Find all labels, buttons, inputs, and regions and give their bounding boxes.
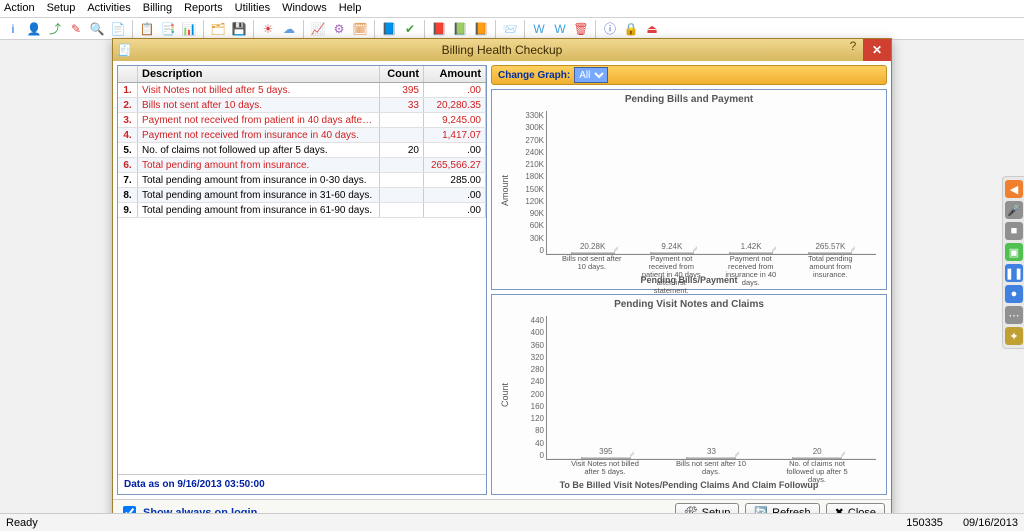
toolbar-icon[interactable]: 📨: [501, 20, 519, 38]
toolbar-icon[interactable]: 📑: [159, 20, 177, 38]
graph-selector[interactable]: Change Graph: All: [491, 65, 887, 85]
dock-button[interactable]: ❚❚: [1005, 264, 1023, 282]
dock-button[interactable]: ✦: [1005, 327, 1023, 345]
table-row[interactable]: 7.Total pending amount from insurance in…: [118, 173, 486, 188]
menu-activities[interactable]: Activities: [87, 2, 130, 15]
toolbar-icon[interactable]: 🗓: [351, 20, 369, 38]
toolbar-icon[interactable]: ⚙: [330, 20, 348, 38]
toolbar-icon[interactable]: W: [530, 20, 548, 38]
table-row[interactable]: 6.Total pending amount from insurance.26…: [118, 158, 486, 173]
toolbar-icon[interactable]: 🔒: [622, 20, 640, 38]
table-row[interactable]: 9.Total pending amount from insurance in…: [118, 203, 486, 218]
main-toolbar[interactable]: i👤⤴✎🔍📄📋📑📊🗂💾☀☁📈⚙🗓📘✔📕📗📙📨WW🗑ⓘ🔒⏏: [0, 18, 1024, 40]
toolbar-icon[interactable]: ☀: [259, 20, 277, 38]
dialog-title-text: Billing Health Checkup: [442, 43, 563, 57]
data-as-on: Data as on 9/16/2013 03:50:00: [118, 474, 486, 494]
hdr-description: Description: [138, 66, 380, 82]
toolbar-icon[interactable]: W: [551, 20, 569, 38]
toolbar-icon[interactable]: 🗂: [209, 20, 227, 38]
table-row[interactable]: 3.Payment not received from patient in 4…: [118, 113, 486, 128]
toolbar-icon[interactable]: 🗑: [572, 20, 590, 38]
hdr-count: Count: [380, 66, 424, 82]
help-button[interactable]: ?: [843, 39, 863, 61]
table-row[interactable]: 1.Visit Notes not billed after 5 days.39…: [118, 83, 486, 98]
status-bar: Ready 150335 09/16/2013: [0, 513, 1024, 531]
toolbar-icon[interactable]: 🔍: [88, 20, 106, 38]
dock-button[interactable]: ■: [1005, 222, 1023, 240]
table-row[interactable]: 5.No. of claims not followed up after 5 …: [118, 143, 486, 158]
graph-select[interactable]: All: [574, 67, 608, 83]
chart-pending-visits: Pending Visit Notes and Claims Count 440…: [491, 294, 887, 495]
toolbar-icon[interactable]: ⏏: [643, 20, 661, 38]
toolbar-icon[interactable]: 📋: [138, 20, 156, 38]
status-ready: Ready: [6, 517, 38, 529]
side-dock[interactable]: ◀ 🎤 ■ ▣ ❚❚ ● ⋯ ✦: [1002, 176, 1024, 349]
toolbar-icon[interactable]: 📗: [451, 20, 469, 38]
chart1-ylabel: Amount: [498, 107, 512, 273]
close-button[interactable]: ✕: [863, 39, 891, 61]
toolbar-icon[interactable]: 📙: [472, 20, 490, 38]
chart2-title: Pending Visit Notes and Claims: [498, 297, 880, 312]
dock-button[interactable]: ●: [1005, 285, 1023, 303]
toolbar-icon[interactable]: ☁: [280, 20, 298, 38]
toolbar-icon[interactable]: ✔: [401, 20, 419, 38]
toolbar-icon[interactable]: 📄: [109, 20, 127, 38]
menu-billing[interactable]: Billing: [143, 2, 172, 15]
chart1-title: Pending Bills and Payment: [498, 92, 880, 107]
toolbar-icon[interactable]: ✎: [67, 20, 85, 38]
toolbar-icon[interactable]: ⓘ: [601, 20, 619, 38]
toolbar-icon[interactable]: 💾: [230, 20, 248, 38]
menu-bar[interactable]: Action Setup Activities Billing Reports Utili…: [0, 0, 1024, 18]
toolbar-icon[interactable]: i: [4, 20, 22, 38]
hdr-amount: Amount: [424, 66, 486, 82]
toolbar-icon[interactable]: 📈: [309, 20, 327, 38]
billing-health-dialog: 🧾 Billing Health Checkup ? ✕ Description…: [112, 38, 892, 526]
menu-setup[interactable]: Setup: [47, 2, 76, 15]
table-header: Description Count Amount: [118, 66, 486, 83]
dock-button[interactable]: ▣: [1005, 243, 1023, 261]
status-date: 09/16/2013: [963, 517, 1018, 529]
menu-utilities[interactable]: Utilities: [235, 2, 270, 15]
menu-windows[interactable]: Windows: [282, 2, 327, 15]
toolbar-icon[interactable]: ⤴: [46, 20, 64, 38]
dock-button[interactable]: ◀: [1005, 180, 1023, 198]
dialog-titlebar: 🧾 Billing Health Checkup ? ✕: [113, 39, 891, 61]
metrics-table: Description Count Amount 1.Visit Notes n…: [117, 65, 487, 495]
graph-selector-label: Change Graph:: [498, 70, 570, 81]
dock-button[interactable]: ⋯: [1005, 306, 1023, 324]
menu-help[interactable]: Help: [339, 2, 362, 15]
table-row[interactable]: 2.Bills not sent after 10 days.3320,280.…: [118, 98, 486, 113]
chart2-ylabel: Count: [498, 312, 512, 478]
toolbar-icon[interactable]: 📕: [430, 20, 448, 38]
dock-button[interactable]: 🎤: [1005, 201, 1023, 219]
toolbar-icon[interactable]: 📘: [380, 20, 398, 38]
table-row[interactable]: 4.Payment not received from insurance in…: [118, 128, 486, 143]
dialog-icon: 🧾: [117, 43, 132, 57]
toolbar-icon[interactable]: 👤: [25, 20, 43, 38]
toolbar-icon[interactable]: 📊: [180, 20, 198, 38]
status-id: 150335: [906, 517, 943, 529]
menu-action[interactable]: Action: [4, 2, 35, 15]
chart-pending-bills: Pending Bills and Payment Amount 330K300…: [491, 89, 887, 290]
menu-reports[interactable]: Reports: [184, 2, 223, 15]
table-row[interactable]: 8.Total pending amount from insurance in…: [118, 188, 486, 203]
